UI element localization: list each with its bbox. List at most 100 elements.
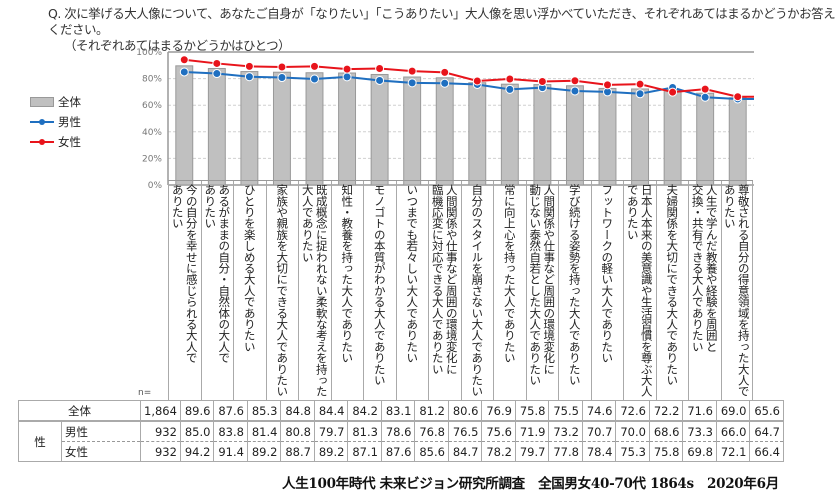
category-label: 日本人本来の美意識や生活習慣を尊ぶ大人 でありたい [623, 181, 656, 401]
table-cell: 78.2 [481, 441, 516, 462]
data-point-female [342, 64, 352, 74]
n-header: n= [138, 388, 152, 398]
table-cell: 78.4 [581, 441, 617, 462]
data-point-female [179, 55, 189, 65]
bar [207, 67, 226, 186]
bar [598, 87, 617, 186]
data-point-male [310, 74, 319, 84]
table-cell: 78.6 [380, 420, 416, 442]
data-point-male [505, 84, 515, 94]
category-label-line: モノゴトの本質がわかる大人でありたい [372, 184, 387, 386]
table-cell: 66.4 [749, 441, 784, 462]
table-cell: 71.9 [514, 420, 550, 442]
category-label-line: あるがままの自分・自然体の大人で [217, 184, 232, 364]
table-cell: 73.3 [682, 420, 717, 442]
category-label-line: ありたい [722, 184, 737, 229]
bar [240, 71, 259, 186]
table-cell: 89.6 [179, 400, 215, 422]
legend-item-male: 男性 [30, 112, 81, 132]
bar [631, 88, 650, 186]
category-label-line: 人生で学んだ教養や経験を周囲と [704, 184, 719, 353]
category-label-line: 自分のスタイルを崩さない大人でありたい [470, 184, 485, 397]
category-label-line: 夫婦関係を大切にできる大人でありたい [665, 184, 680, 386]
bar [533, 84, 552, 186]
table-row-female: 女性 932 94.2 91.4 89.2 88.7 89.2 87.1 87.6 85.6 8… [19, 441, 784, 462]
y-tick-label: 80% [142, 75, 162, 85]
table-cell: 89.2 [313, 441, 349, 462]
data-point-female [570, 76, 580, 86]
bar [696, 92, 715, 186]
category-label: 人生で学んだ教養や経験を周囲と 交換・共有できる大人でありたい [688, 181, 721, 401]
category-label-line: 学び続ける姿勢を持った大人でありたい [567, 184, 582, 386]
legend-item-total: 全体 [30, 92, 81, 112]
table-cell: 65.6 [749, 400, 784, 422]
table-cell: 80.8 [280, 420, 315, 442]
bar [338, 72, 357, 186]
category-label-line: 臨機応変に対応できる大人でありたい [430, 184, 445, 375]
table-cell: 85.3 [246, 400, 282, 422]
table-cell: 73.2 [548, 420, 583, 442]
data-point-female [244, 61, 254, 71]
n-female: 932 [140, 441, 181, 462]
category-label: 今の自分を幸せに感じられる大人で ありたい [168, 181, 201, 401]
bar-swatch-icon [30, 97, 54, 107]
table-cell: 89.2 [246, 441, 282, 462]
data-point-female [537, 77, 547, 87]
category-label: 自分のスタイルを崩さない大人でありたい [460, 181, 494, 401]
category-label: 尊敬される自分の得意領域を持った大人で ありたい [720, 181, 753, 401]
data-point-male [375, 75, 385, 85]
data-table: 全体 1,864 89.6 87.6 85.3 84.8 84.4 84.2 83.1 81.… [18, 400, 784, 462]
category-label: 家族や親族を大切にできる大人でありたい [265, 181, 299, 401]
source-footer: 人生100年時代 未来ビジョン研究所調査 全国男女40-70代 1864s 20… [282, 476, 779, 492]
bar [272, 71, 291, 186]
table-cell: 77.8 [548, 441, 583, 462]
category-label-line: 日本人本来の美意識や生活習慣を尊ぶ大人 [639, 184, 654, 397]
data-point-female [407, 66, 417, 76]
bar [370, 73, 389, 186]
table-cell: 75.5 [548, 400, 583, 422]
table-cell: 70.0 [615, 420, 650, 442]
table-cell: 75.8 [514, 400, 550, 422]
y-tick-label: 20% [142, 154, 162, 164]
table-cell: 85.0 [179, 420, 215, 442]
table-cell: 85.6 [414, 441, 449, 462]
table-cell: 81.4 [246, 420, 282, 442]
table-cell: 72.6 [615, 400, 650, 422]
data-point-female [668, 87, 678, 97]
category-label-line: 交換・共有できる大人でありたい [690, 184, 705, 353]
table-cell: 74.6 [581, 400, 617, 422]
table-cell: 69.8 [682, 441, 717, 462]
y-tick-label: 40% [142, 128, 162, 138]
data-point-female [603, 80, 612, 90]
table-cell: 75.3 [615, 441, 650, 462]
table-cell: 72.1 [715, 441, 751, 462]
data-point-male [277, 73, 287, 83]
bar [468, 82, 487, 186]
data-point-female [700, 84, 710, 94]
data-point-female [310, 61, 319, 71]
combo-chart: 0% 20% 40% 60% 80% 100% [136, 48, 754, 190]
legend-label-male: 男性 [58, 115, 81, 129]
table-cell: 87.1 [347, 441, 382, 462]
category-label-line: 尊敬される自分の得意領域を持った大人で [736, 184, 751, 397]
legend-label-female: 女性 [58, 135, 81, 149]
table-cell: 84.7 [447, 441, 483, 462]
category-label-line: でありたい [625, 184, 640, 241]
data-point-male [700, 92, 710, 102]
y-tick-label: 100% [136, 48, 162, 58]
data-point-female [733, 92, 743, 102]
category-label-line: 人間関係や仕事など周囲の環境変化に [542, 184, 557, 375]
row-label-female: 女性 [61, 441, 141, 462]
category-label: 既成概念に捉われない柔軟な考えを持った 大人でありたい [298, 181, 331, 401]
category-label: 学び続ける姿勢を持った大人でありたい [558, 181, 591, 401]
data-point-female [472, 76, 482, 86]
bar [500, 83, 519, 186]
category-label-line: 今の自分を幸せに感じられる大人で [184, 184, 199, 364]
bar [435, 77, 454, 186]
data-point-male [342, 72, 352, 82]
table-cell: 81.2 [414, 400, 449, 422]
data-point-male [407, 78, 417, 88]
table-cell: 87.6 [213, 400, 248, 422]
bar [663, 89, 682, 186]
table-cell: 69.0 [715, 400, 751, 422]
